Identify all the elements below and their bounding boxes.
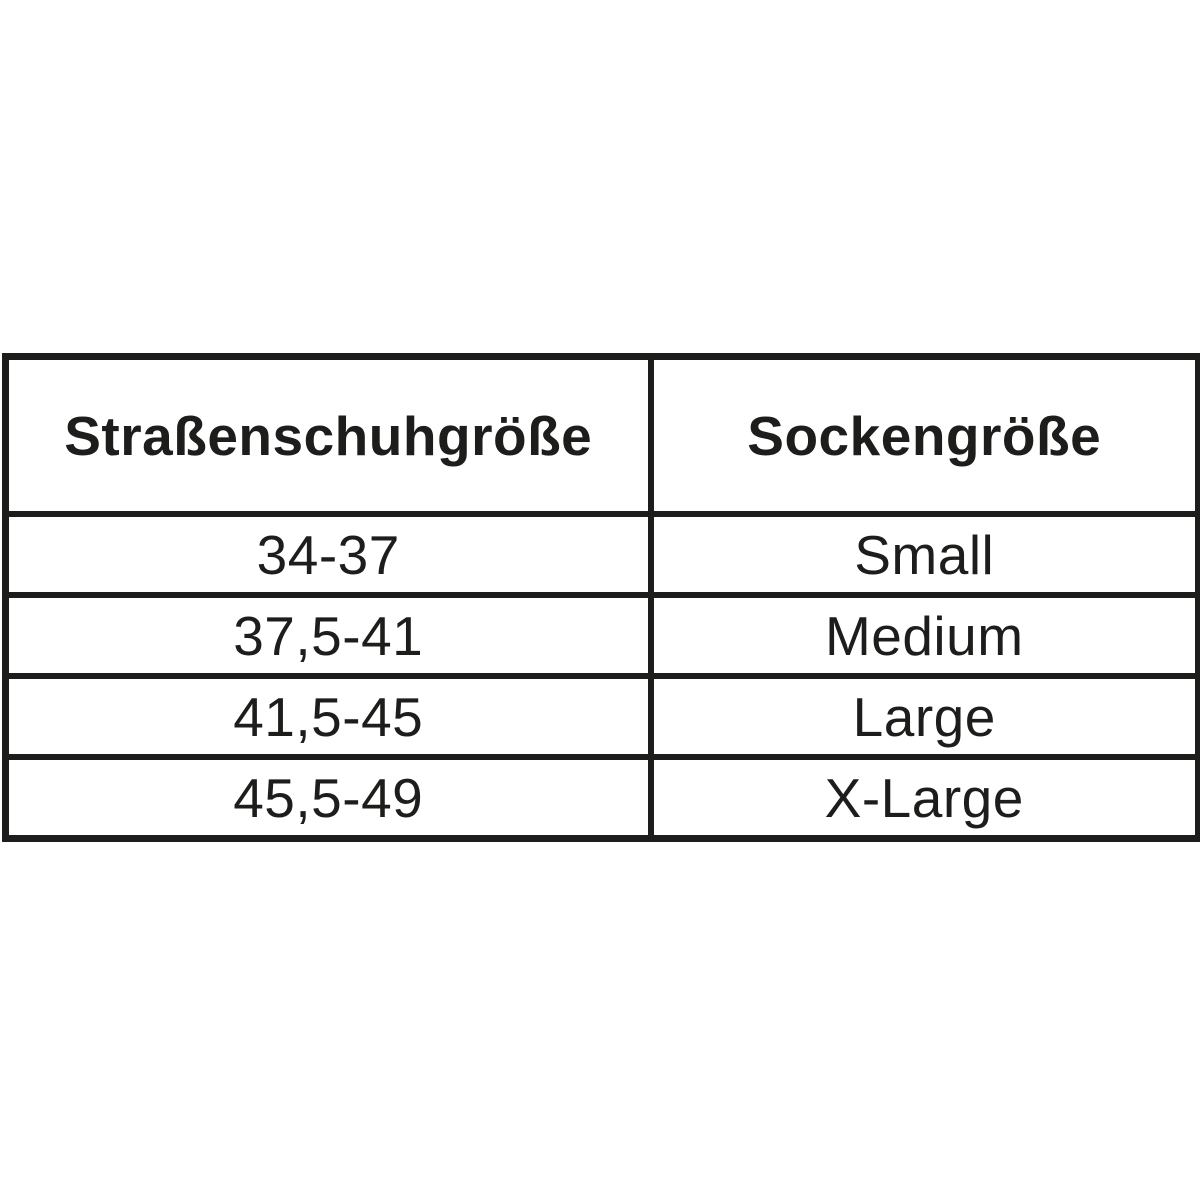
column-header-sock-size: Sockengröße [647,353,1200,517]
table-body: 34-37 Small 37,5-41 Medium 41,5-45 Large… [2,511,1200,842]
table-row: 41,5-45 Large [2,673,1200,760]
table-row: 34-37 Small [2,511,1200,598]
header-row: Straßenschuhgröße Sockengröße [2,353,1200,517]
cell-shoe-size: 45,5-49 [2,754,654,842]
cell-sock-size: Large [647,673,1200,760]
cell-shoe-size: 37,5-41 [2,592,654,679]
cell-sock-size: X-Large [647,754,1200,842]
table-row: 45,5-49 X-Large [2,754,1200,842]
column-header-shoe-size: Straßenschuhgröße [2,353,654,517]
cell-shoe-size: 34-37 [2,511,654,598]
cell-shoe-size: 41,5-45 [2,673,654,760]
cell-sock-size: Medium [647,592,1200,679]
table-row: 37,5-41 Medium [2,592,1200,679]
sock-size-chart-table: Straßenschuhgröße Sockengröße 34-37 Smal… [2,353,1200,842]
table-header: Straßenschuhgröße Sockengröße [2,353,1200,517]
cell-sock-size: Small [647,511,1200,598]
